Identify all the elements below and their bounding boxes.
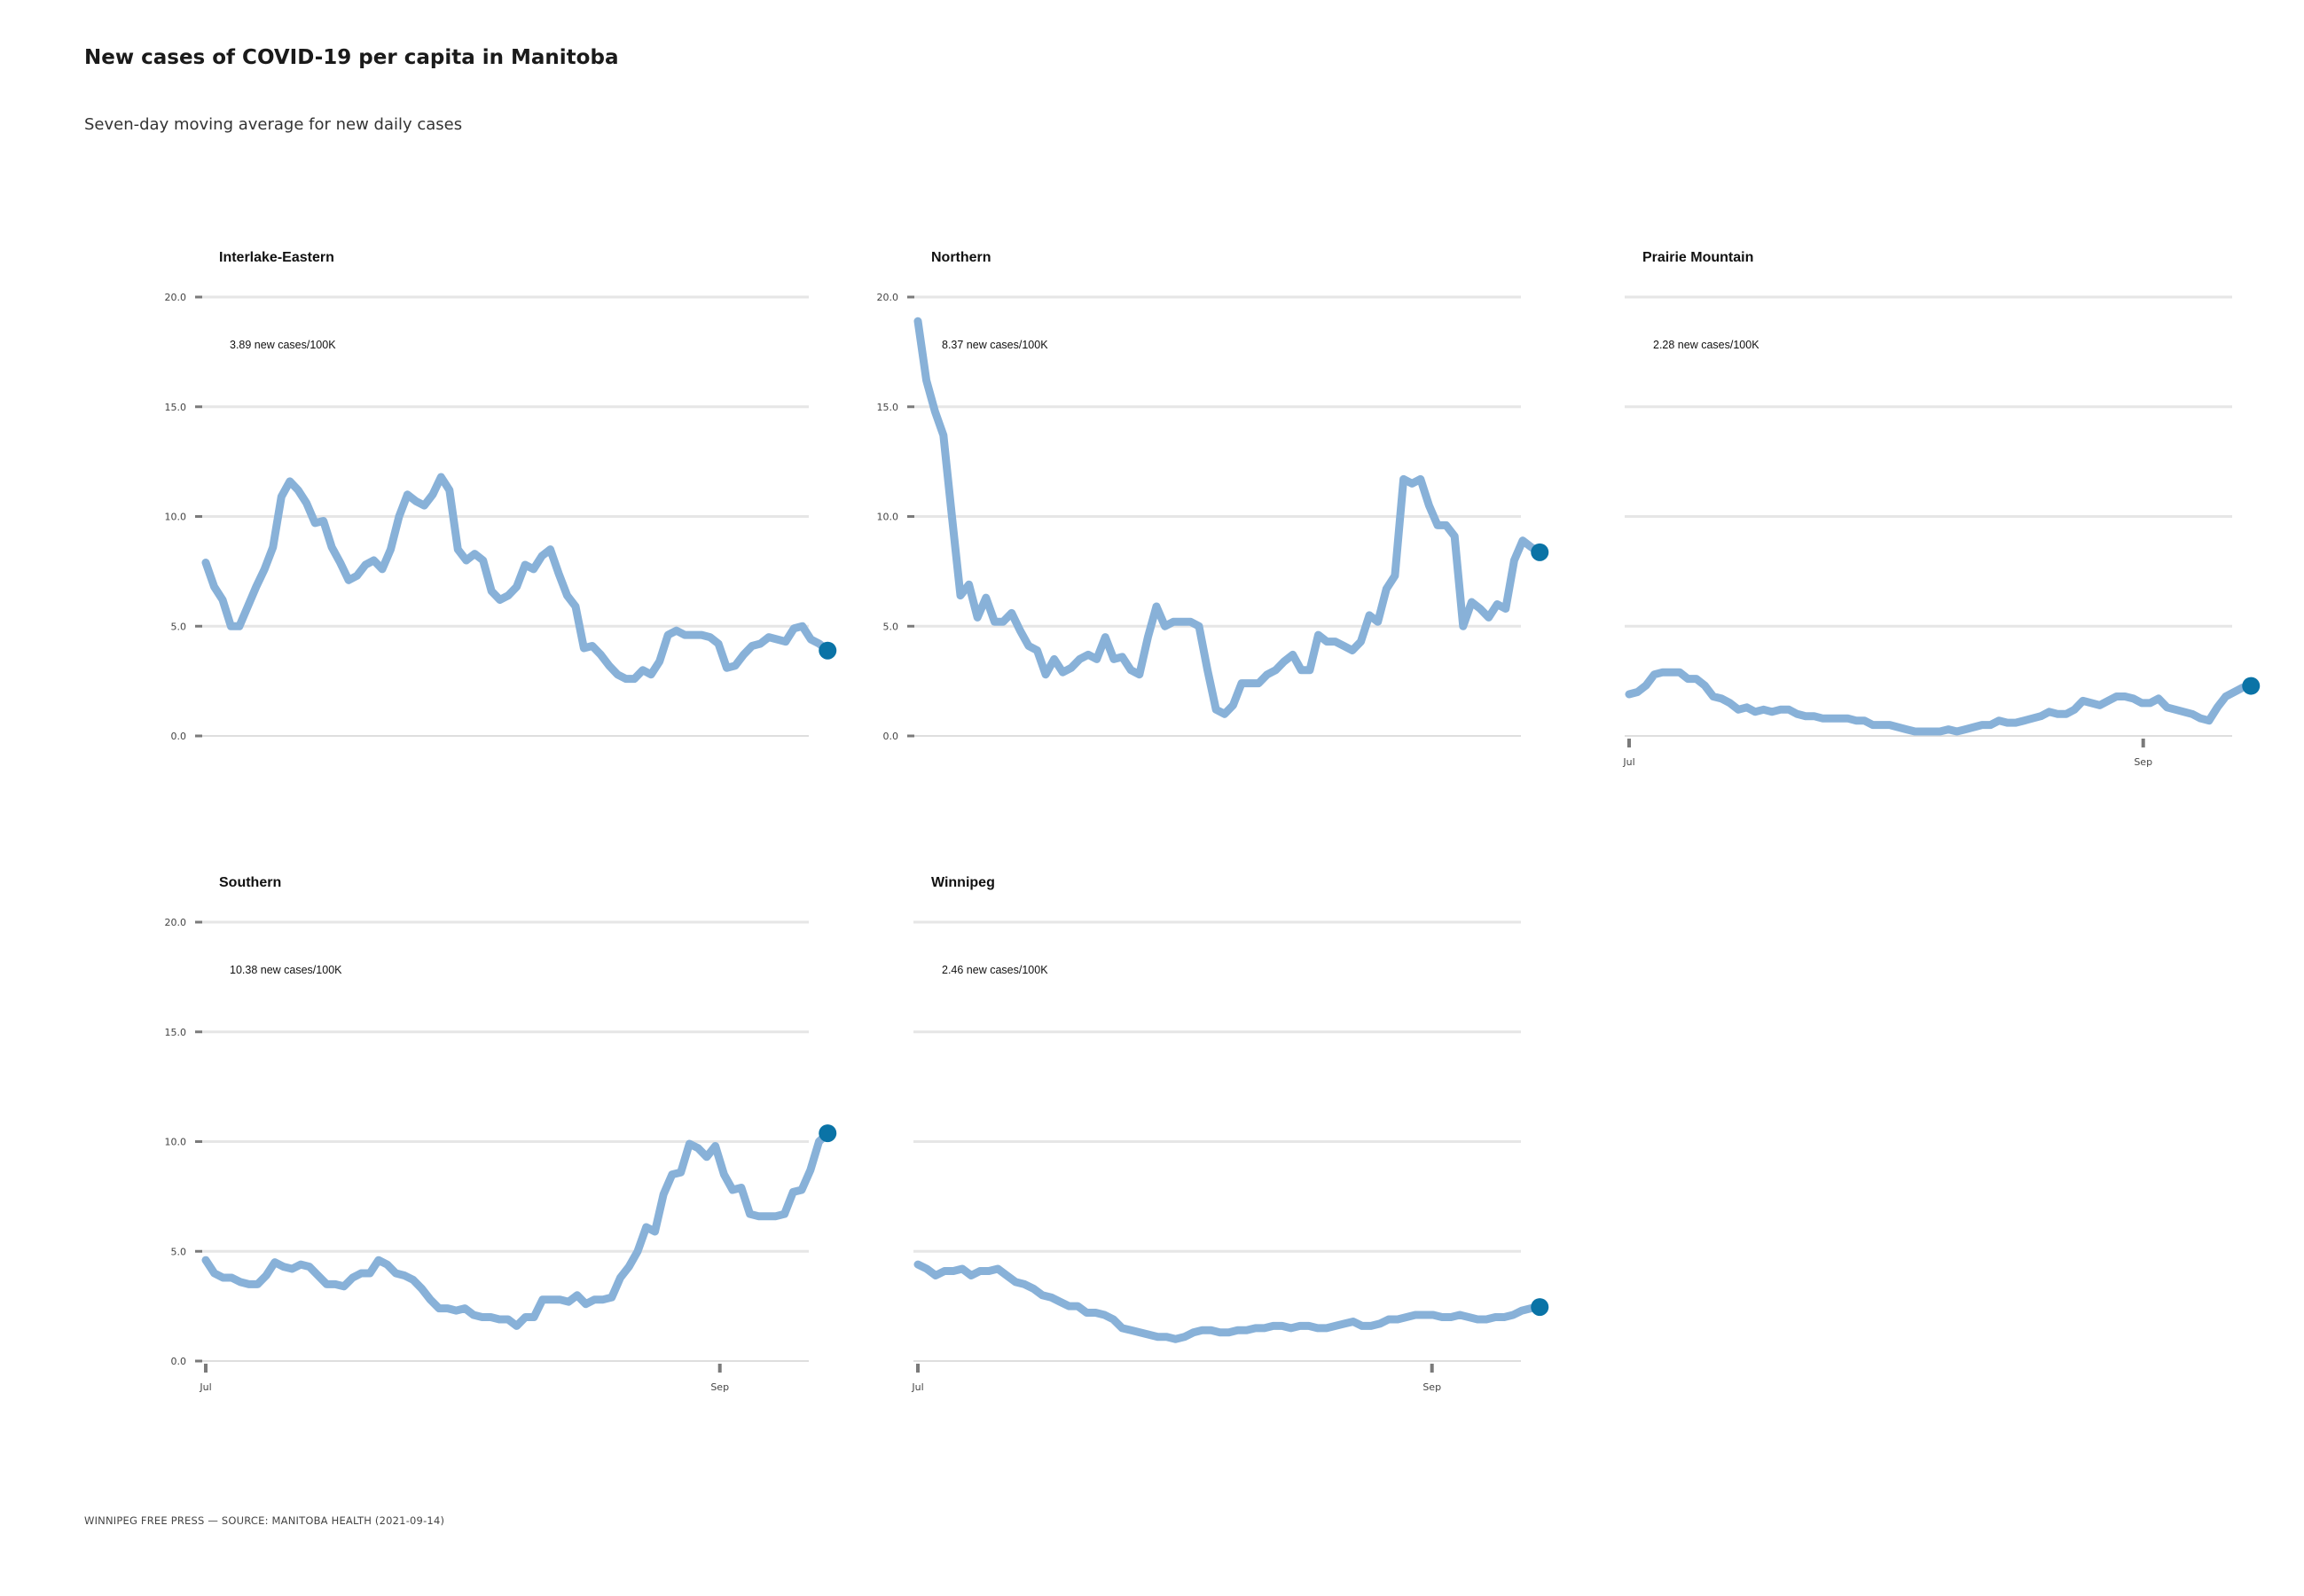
latest-value-dot [819, 1124, 837, 1143]
x-tick-label: Jul [199, 1381, 211, 1393]
panel-title: Interlake-Eastern [219, 250, 334, 265]
latest-value-dot [1531, 543, 1549, 561]
panel-title: Southern [219, 875, 281, 890]
x-tick-label: Sep [1422, 1381, 1441, 1393]
y-tick-label: 10.0 [165, 1137, 187, 1148]
panel-title: Prairie Mountain [1642, 250, 1753, 265]
y-tick-label: 0.0 [171, 1356, 187, 1367]
y-tick-label: 5.0 [883, 621, 899, 632]
source-credit: WINNIPEG FREE PRESS — SOURCE: MANITOBA H… [84, 1514, 445, 1527]
y-tick-label: 15.0 [165, 402, 187, 413]
panel-prairie-mountain: Jul Sep Prairie Mountain 2.28 new cases/100… [1622, 250, 2261, 768]
panel-winnipeg: Jul Sep Winnipeg 2.46 new cases/100K [911, 875, 1549, 1393]
latest-value-annotation: 8.37 new cases/100K [942, 339, 1048, 351]
y-tick-label: 5.0 [171, 621, 187, 632]
y-tick-label: 20.0 [165, 917, 187, 928]
series-line [201, 1129, 832, 1330]
panel-title: Northern [931, 250, 991, 265]
y-tick-label: 15.0 [165, 1027, 187, 1038]
x-tick-label: Sep [710, 1381, 729, 1393]
latest-value-dot [2242, 677, 2261, 695]
x-tick-label: Jul [911, 1381, 923, 1393]
y-tick-label: 10.0 [165, 512, 187, 523]
y-tick-label: 20.0 [877, 292, 899, 303]
y-tick-label: 10.0 [877, 512, 899, 523]
x-tick-label: Sep [2134, 756, 2152, 768]
panel-title: Winnipeg [931, 875, 995, 890]
y-tick-label: 20.0 [165, 292, 187, 303]
series-line [1625, 668, 2255, 736]
series-line [913, 1260, 1544, 1343]
chart-subtitle: Seven-day moving average for new daily c… [84, 115, 463, 134]
chart-title: New cases of COVID-19 per capita in Mani… [84, 46, 619, 69]
latest-value-annotation: 2.28 new cases/100K [1653, 339, 1759, 351]
y-tick-label: 0.0 [883, 731, 899, 742]
series-line [913, 317, 1544, 718]
latest-value-dot [1531, 1298, 1549, 1317]
latest-value-annotation: 2.46 new cases/100K [942, 964, 1048, 976]
latest-value-annotation: 10.38 new cases/100K [230, 964, 342, 976]
latest-value-annotation: 3.89 new cases/100K [230, 339, 336, 351]
series-line [201, 473, 832, 684]
latest-value-dot [819, 641, 837, 660]
x-tick-label: Jul [1622, 756, 1634, 768]
y-tick-label: 5.0 [171, 1246, 187, 1257]
panel-southern: 0.0 5.0 10.0 15.0 20.0 Jul Sep Southern 10.38 ne… [165, 875, 837, 1393]
panel-northern: 0.0 5.0 10.0 15.0 20.0 Northern 8.37 new cases… [877, 250, 1549, 742]
y-tick-label: 0.0 [171, 731, 187, 742]
panel-interlake-eastern: 0.0 5.0 10.0 15.0 20.0 Interlake-Eastern 3.89 … [165, 250, 837, 742]
y-tick-label: 15.0 [877, 402, 899, 413]
